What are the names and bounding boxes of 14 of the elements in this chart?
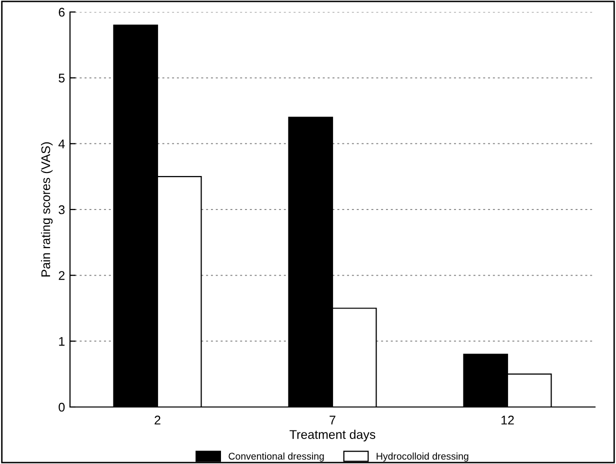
y-tick-label: 2: [58, 271, 65, 280]
y-tick-label: 3: [58, 205, 65, 214]
y-tick-label: 1: [59, 337, 65, 346]
y-tick-label: 6: [58, 8, 65, 17]
y-axis-title: Pain rating scores (VAS): [40, 142, 53, 276]
y-tick-label: 5: [58, 74, 65, 82]
x-axis-title: Treatment days: [290, 430, 376, 442]
y-tick-label: 4: [58, 140, 65, 148]
legend-label: Conventional dressing: [228, 452, 324, 462]
x-tick-label: 12: [502, 416, 514, 424]
legend-label: Hydrocolloid dressing: [376, 452, 468, 462]
x-tick-label: 7: [330, 416, 336, 424]
y-tick-label: 0: [58, 402, 65, 412]
x-tick-label: 2: [154, 416, 160, 424]
